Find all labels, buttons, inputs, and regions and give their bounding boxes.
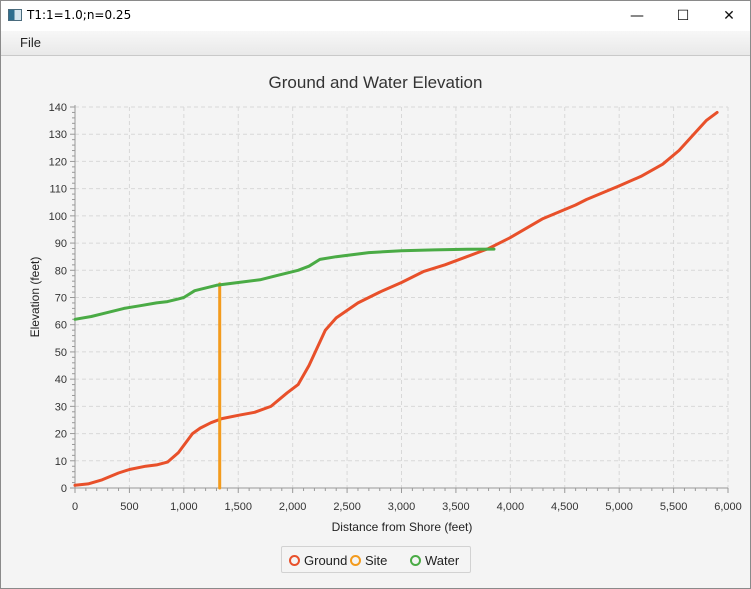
x-tick-label: 5,000 (605, 501, 633, 513)
x-tick-label: 1,500 (224, 501, 252, 513)
title-bar: T1:1=1.0;n=0.25 — ☐ ✕ (1, 1, 750, 31)
y-tick-label: 20 (55, 429, 67, 441)
legend-item-water: Water (410, 553, 459, 568)
minimize-button[interactable]: — (630, 8, 644, 24)
grid-lines (75, 106, 729, 488)
legend-label: Site (365, 553, 388, 568)
legend-item-ground: Ground (289, 553, 347, 568)
y-tick-label: 90 (55, 238, 67, 250)
chart-legend: Ground Site Water (281, 546, 471, 573)
chart-title: Ground and Water Elevation (268, 73, 483, 92)
y-tick-label: 120 (49, 156, 67, 168)
y-tick-label: 70 (55, 293, 67, 305)
y-tick-label: 40 (55, 374, 67, 386)
x-tick-label: 5,500 (660, 501, 688, 513)
menu-bar: File (1, 31, 750, 56)
x-tick-label: 3,000 (388, 501, 416, 513)
chart-series (73, 110, 719, 490)
y-tick-label: 60 (55, 320, 67, 332)
x-tick-label: 0 (72, 501, 78, 513)
x-tick-label: 4,500 (551, 501, 579, 513)
x-tick-label: 2,500 (333, 501, 361, 513)
x-tick-label: 3,500 (442, 501, 470, 513)
window-title: T1:1=1.0;n=0.25 (27, 8, 132, 22)
y-tick-label: 10 (55, 456, 67, 468)
x-tick-label: 4,000 (497, 501, 525, 513)
y-axis-label: Elevation (feet) (28, 257, 42, 338)
chart-axes: 0 500 1,000 1,500 2,000 2,500 3,000 3,500 4,000 4… (49, 102, 742, 513)
x-tick-label: 6,000 (714, 501, 742, 513)
series-line-water (73, 247, 496, 321)
x-tick-label: 1,000 (170, 501, 198, 513)
y-tick-label: 0 (61, 483, 67, 495)
y-tick-label: 30 (55, 401, 67, 413)
y-tick-label: 130 (49, 129, 67, 141)
y-tick-label: 100 (49, 211, 67, 223)
legend-label: Ground (304, 553, 348, 568)
x-tick-label: 500 (120, 501, 138, 513)
legend-symbol-icon (350, 555, 361, 566)
y-tick-label: 50 (55, 347, 67, 359)
x-axis-label: Distance from Shore (feet) (332, 520, 473, 534)
x-tick-label: 2,000 (279, 501, 307, 513)
menu-file[interactable]: File (20, 35, 41, 50)
legend-symbol-icon (410, 555, 421, 566)
y-tick-label: 80 (55, 265, 67, 277)
app-icon (8, 9, 22, 21)
legend-symbol-icon (289, 555, 300, 566)
series-line-ground (73, 110, 719, 487)
legend-label: Water (425, 553, 460, 568)
maximize-button[interactable]: ☐ (676, 8, 690, 24)
legend-item-site: Site (350, 553, 387, 568)
y-tick-label: 140 (49, 102, 67, 114)
close-button[interactable]: ✕ (723, 8, 735, 24)
y-tick-label: 110 (49, 184, 67, 196)
